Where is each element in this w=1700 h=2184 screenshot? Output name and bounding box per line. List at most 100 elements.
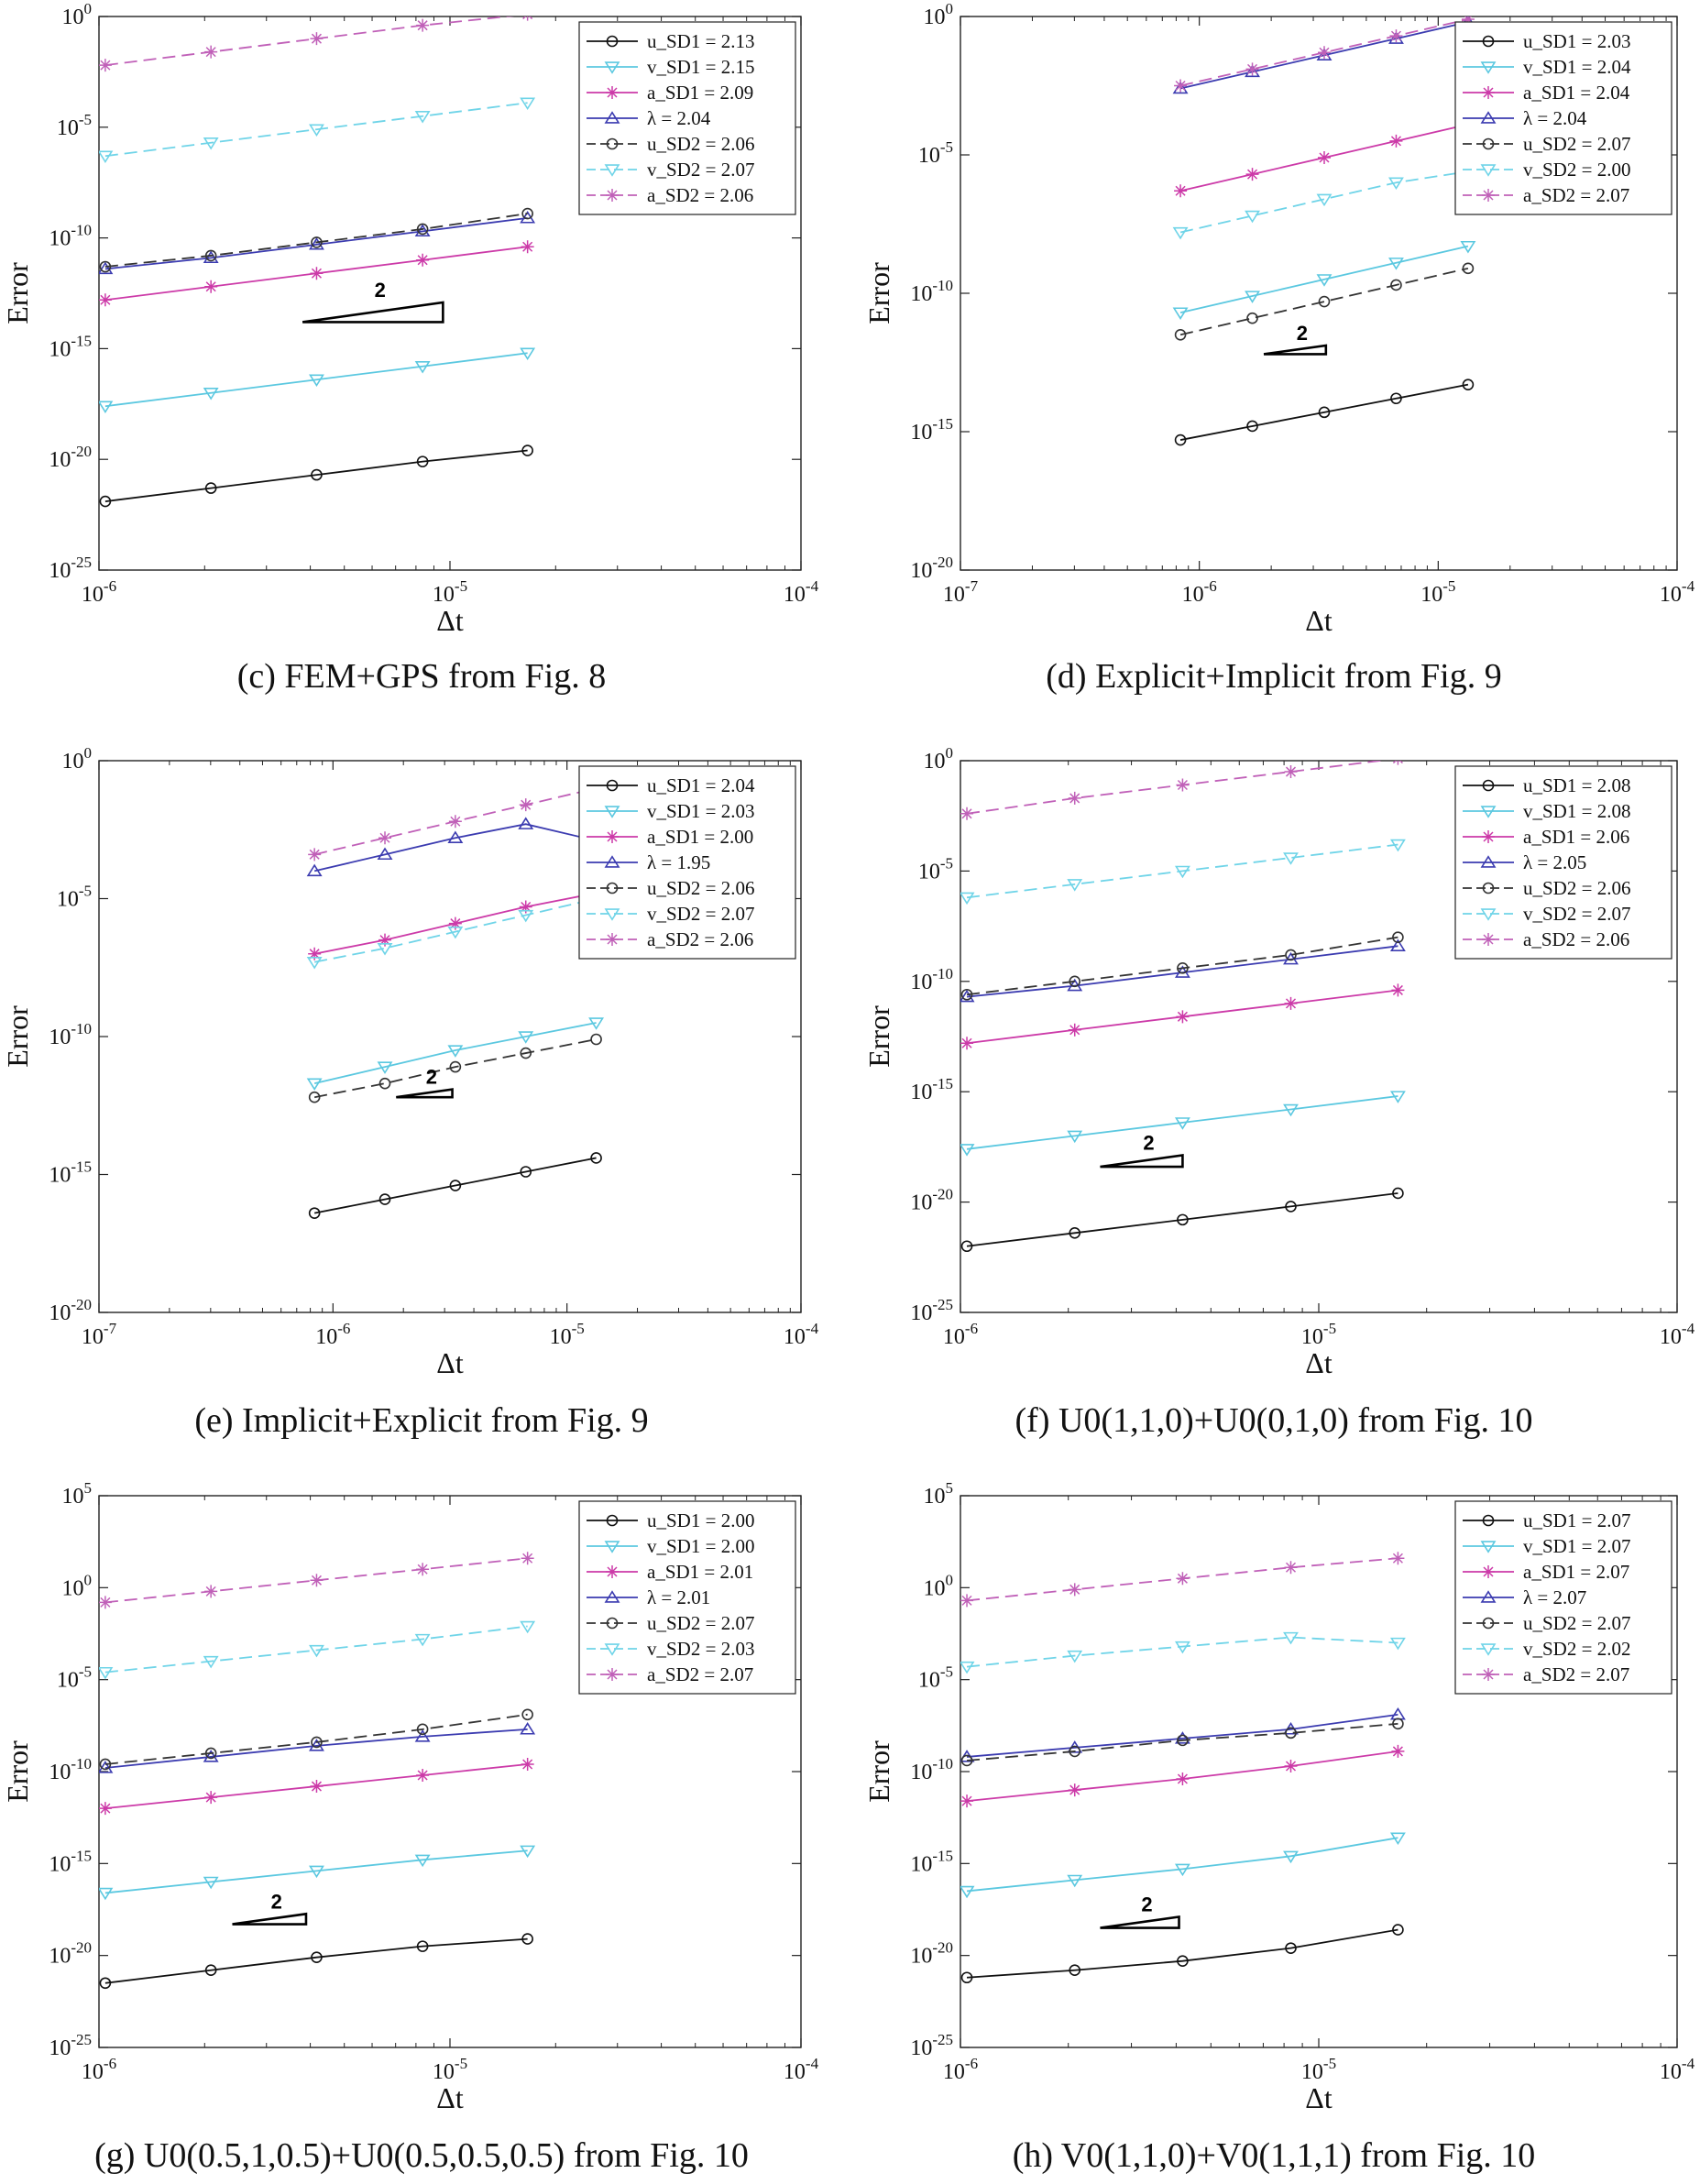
data-point-v (1174, 1117, 1190, 1130)
data-point-u (311, 468, 323, 481)
y-tick-label: 10-5 (57, 111, 92, 140)
data-point-a (204, 1791, 218, 1805)
legend-entry: u_SD1 = 2.08 (1523, 774, 1630, 796)
data-point-v (518, 1031, 534, 1044)
legend-marker-v2 (1480, 908, 1497, 921)
legend-marker-a (1482, 86, 1495, 99)
data-point-v2 (960, 892, 975, 905)
data-point-u (1392, 1924, 1404, 1936)
x-tick-label: 10-5 (1420, 577, 1455, 607)
legend-entry: a_SD1 = 2.07 (1523, 1561, 1629, 1583)
series-line-v (104, 1849, 528, 1894)
data-point-v (520, 347, 536, 361)
legend-marker-v (1480, 806, 1497, 818)
data-area (306, 782, 605, 1219)
data-point-v2 (309, 1644, 324, 1658)
legend-entry: a_SD1 = 2.09 (647, 82, 753, 104)
legend-marker-lambda (604, 855, 620, 868)
data-point-a2 (960, 1594, 974, 1608)
data-point-a (1068, 1783, 1081, 1797)
data-point-v2 (960, 1661, 975, 1674)
legend-entry: λ = 2.01 (647, 1586, 710, 1608)
series-line-u (966, 1928, 1398, 1979)
data-point-u2 (1285, 949, 1297, 961)
data-point-a (1176, 1772, 1190, 1786)
data-point-a (99, 1802, 112, 1816)
legend-marker-v2 (604, 1643, 620, 1656)
legend-marker-a (1482, 1565, 1495, 1578)
x-tick-label: 10-5 (1301, 2055, 1336, 2084)
series-line-u2 (313, 1038, 597, 1099)
data-point-a2 (1284, 765, 1298, 779)
legend-entry: λ = 1.95 (647, 851, 710, 873)
data-point-v2 (203, 137, 219, 150)
x-tick-label: 10-6 (315, 1320, 350, 1349)
data-point-v (1389, 1091, 1406, 1103)
data-point-a2 (519, 798, 532, 812)
data-point-u2 (1285, 1727, 1297, 1740)
data-point-u (308, 1207, 321, 1219)
data-point-a2 (1174, 79, 1188, 93)
y-tick-label: 10-5 (918, 854, 953, 883)
y-tick-label: 10-15 (49, 332, 92, 361)
data-point-u2 (1392, 931, 1404, 943)
data-point-a2 (204, 1585, 218, 1598)
data-point-u (1246, 420, 1258, 433)
data-point-a2 (521, 1552, 534, 1565)
legend-marker-a (1482, 830, 1495, 843)
data-point-v2 (309, 124, 324, 137)
legend-entry: a_SD2 = 2.07 (647, 1663, 753, 1685)
data-point-lambda (414, 224, 431, 237)
data-point-u (1177, 1955, 1189, 1967)
data-point-v2 (1389, 839, 1406, 852)
series-line-lambda (313, 823, 597, 873)
data-point-v (414, 1854, 431, 1868)
data-point-v2 (1283, 852, 1299, 865)
x-tick-label: 10-4 (784, 2055, 819, 2084)
x-tick-label: 10-4 (1660, 577, 1695, 607)
data-point-v2 (203, 1655, 219, 1669)
legend-marker-lambda (604, 111, 620, 124)
legend-marker-u (606, 35, 619, 48)
series-line-lambda (104, 1728, 528, 1769)
data-point-a2 (1391, 1552, 1405, 1565)
data-point-a (960, 1037, 974, 1050)
data-point-u (204, 1964, 217, 1977)
legend-entry: a_SD2 = 2.06 (647, 928, 753, 950)
legend-entry: u_SD2 = 2.07 (1523, 1612, 1630, 1634)
data-point-u (1392, 1187, 1404, 1200)
legend-marker-v (604, 61, 620, 74)
slope-triangle (232, 1912, 308, 1926)
legend-marker-v (1480, 61, 1497, 74)
data-point-a2 (1318, 46, 1331, 60)
data-point-u2 (416, 223, 429, 236)
data-point-u (416, 1940, 429, 1952)
data-point-u2 (960, 988, 973, 1001)
chart-panel-1: 10-7 10-6 10-5 10-4 10-20 10-15 10-10 10-5 100 Δt… (862, 0, 1695, 637)
y-tick-label: 10-5 (57, 883, 92, 912)
legend-entry: v_SD1 = 2.07 (1523, 1535, 1630, 1557)
legend-marker-u (606, 1514, 619, 1527)
y-tick-label: 10-15 (910, 1847, 953, 1876)
data-point-v2 (377, 942, 393, 956)
data-point-a (1391, 983, 1405, 997)
y-tick-label: 100 (924, 0, 954, 29)
data-point-v2 (99, 150, 114, 164)
series-line-u2 (104, 1713, 528, 1765)
data-point-lambda (203, 250, 219, 264)
data-point-lambda (309, 237, 324, 250)
y-tick-label: 10-25 (49, 554, 92, 583)
slope-label: 2 (1141, 1893, 1152, 1916)
legend-marker-v (604, 806, 620, 818)
data-point-u (378, 1193, 391, 1205)
x-tick-label: 10-6 (1182, 577, 1217, 607)
legend-entry: λ = 2.07 (1523, 1586, 1586, 1608)
data-point-u (521, 444, 533, 456)
data-point-a (1174, 184, 1188, 198)
series-line-v (104, 352, 528, 408)
legend-entry: λ = 2.04 (1523, 107, 1587, 129)
slope-triangle (1100, 1915, 1180, 1929)
data-point-v (203, 1876, 219, 1890)
series-line-u (104, 449, 528, 502)
